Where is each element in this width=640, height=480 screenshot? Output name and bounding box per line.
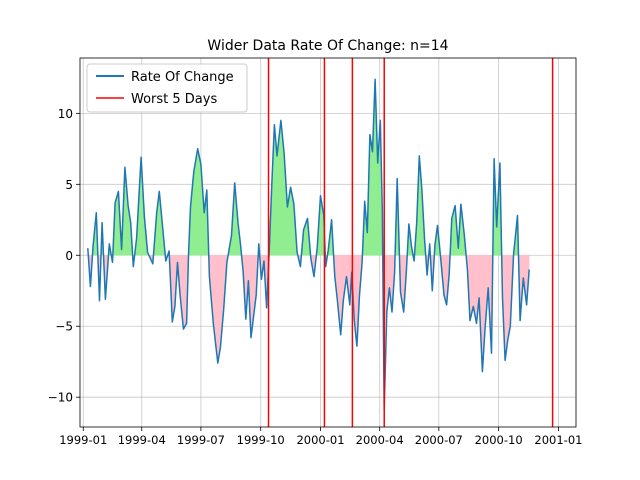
x-tick-label: 1999-01 (59, 433, 107, 447)
x-tick-label: 1999-04 (118, 433, 166, 447)
legend: Rate Of Change Worst 5 Days (86, 63, 248, 113)
x-tick-label: 2000-10 (475, 433, 523, 447)
x-tick-label: 1999-07 (177, 433, 225, 447)
series-line-rate-of-change (87, 78, 530, 411)
y-tick-label: 10 (58, 107, 73, 121)
y-axis: −10 −5 0 5 10 (48, 107, 80, 405)
legend-box (86, 63, 248, 113)
legend-label-rate-of-change: Rate Of Change (131, 70, 234, 85)
x-tick-label: 1999-10 (237, 433, 285, 447)
x-tick-label: 2000-04 (356, 433, 404, 447)
plot-frame (79, 57, 577, 428)
y-tick-label: −10 (48, 391, 73, 405)
legend-label-worst-days: Worst 5 Days (131, 92, 217, 107)
chart-title: Wider Data Rate Of Change: n=14 (207, 38, 448, 54)
x-tick-label: 2000-07 (415, 433, 463, 447)
x-tick-label: 2001-01 (534, 433, 582, 447)
x-tick-label: 2000-01 (296, 433, 344, 447)
y-tick-label: 0 (65, 249, 73, 263)
y-tick-label: −5 (55, 320, 73, 334)
y-tick-label: 5 (65, 178, 73, 192)
fill-positive (369, 134, 373, 256)
worst-days-lines (267, 58, 554, 427)
x-axis: 1999-01 1999-04 1999-07 1999-10 2000-01 2000-… (59, 427, 582, 447)
